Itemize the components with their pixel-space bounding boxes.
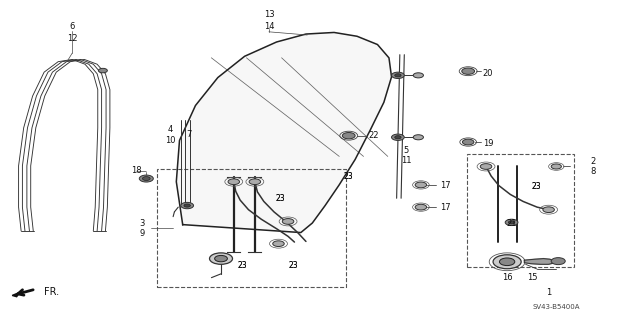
Circle shape: [413, 135, 424, 140]
Text: 23: 23: [344, 173, 353, 182]
Circle shape: [551, 164, 561, 169]
Text: 23: 23: [344, 173, 353, 182]
Text: 23: 23: [531, 182, 541, 191]
Circle shape: [392, 134, 404, 140]
Bar: [157, 169, 346, 287]
Circle shape: [143, 177, 150, 181]
Text: 23: 23: [237, 261, 247, 271]
Circle shape: [273, 241, 284, 247]
Circle shape: [392, 72, 404, 78]
Circle shape: [493, 255, 521, 269]
Circle shape: [249, 179, 260, 185]
Circle shape: [480, 164, 492, 169]
Polygon shape: [12, 292, 20, 297]
Text: 23: 23: [276, 194, 285, 203]
Text: 17: 17: [440, 203, 451, 212]
Circle shape: [140, 175, 154, 182]
Text: 19: 19: [483, 139, 493, 148]
Circle shape: [543, 207, 554, 212]
Polygon shape: [176, 33, 392, 233]
Text: 8: 8: [591, 167, 596, 176]
Circle shape: [395, 136, 401, 139]
Circle shape: [214, 256, 227, 262]
Circle shape: [184, 204, 190, 207]
Text: 20: 20: [483, 69, 493, 78]
Text: 14: 14: [264, 22, 274, 31]
Text: 23: 23: [531, 182, 541, 191]
Circle shape: [505, 219, 518, 226]
Text: 11: 11: [401, 156, 412, 165]
Circle shape: [413, 73, 424, 78]
Circle shape: [282, 219, 294, 224]
Circle shape: [415, 204, 427, 210]
Circle shape: [395, 74, 401, 77]
Text: 10: 10: [164, 136, 175, 145]
Text: 15: 15: [527, 273, 538, 282]
Text: 4: 4: [167, 125, 173, 134]
Text: 23: 23: [289, 261, 298, 271]
Circle shape: [415, 182, 427, 188]
Circle shape: [551, 258, 565, 265]
Text: 7: 7: [186, 130, 192, 139]
Text: 21: 21: [506, 219, 517, 227]
Circle shape: [499, 258, 515, 266]
Text: 1: 1: [546, 288, 551, 297]
Circle shape: [463, 139, 474, 145]
Polygon shape: [524, 259, 555, 264]
Circle shape: [342, 132, 355, 139]
Text: 18: 18: [131, 166, 142, 175]
Text: 13: 13: [264, 11, 274, 19]
Circle shape: [180, 202, 193, 209]
Circle shape: [462, 68, 474, 74]
Text: 22: 22: [368, 131, 378, 140]
Text: FR.: FR.: [44, 287, 60, 297]
Text: 9: 9: [140, 229, 145, 238]
Text: 3: 3: [140, 219, 145, 228]
Text: 17: 17: [440, 181, 451, 190]
Text: 5: 5: [404, 146, 409, 155]
Bar: [467, 154, 574, 267]
Text: 23: 23: [276, 194, 285, 203]
Text: 2: 2: [591, 157, 596, 166]
Text: 12: 12: [67, 34, 77, 43]
Text: 16: 16: [502, 273, 513, 282]
Text: 6: 6: [70, 22, 75, 31]
Circle shape: [508, 221, 515, 224]
Text: 23: 23: [289, 261, 298, 271]
Circle shape: [99, 68, 108, 73]
Text: SV43-B5400A: SV43-B5400A: [532, 304, 580, 310]
Text: 23: 23: [237, 261, 247, 271]
Circle shape: [228, 179, 239, 185]
Circle shape: [209, 253, 232, 264]
